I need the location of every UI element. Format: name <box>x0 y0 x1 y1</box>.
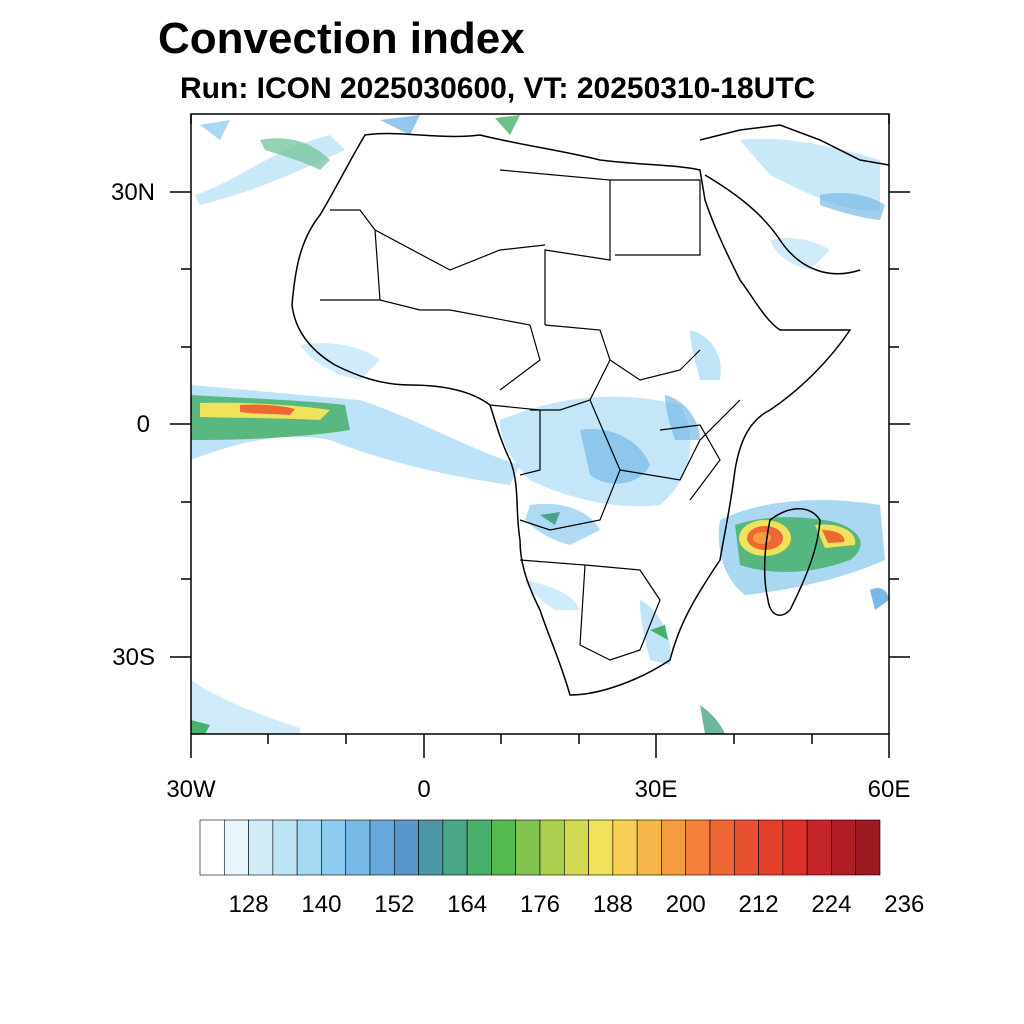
colorbar-swatch <box>345 819 371 876</box>
lon-label-30w: 30W <box>166 776 216 803</box>
colorbar-swatch <box>515 819 541 876</box>
colorbar-swatch <box>685 819 711 876</box>
chart-subtitle: Run: ICON 2025030600, VT: 20250310-18UTC <box>180 72 816 105</box>
convection-field <box>191 115 889 734</box>
colorbar-label: 176 <box>520 891 560 918</box>
colorbar-swatch <box>466 819 492 876</box>
colorbar-swatch <box>442 819 468 876</box>
colorbar-swatch <box>636 819 662 876</box>
colorbar-label: 200 <box>666 891 706 918</box>
colorbar-swatch <box>248 819 274 876</box>
colorbar-label: 164 <box>447 891 487 918</box>
colorbar-swatch <box>539 819 565 876</box>
lon-label-30e: 30E <box>635 776 678 803</box>
colorbar-swatch <box>782 819 808 876</box>
lon-label-0: 0 <box>417 776 430 803</box>
lat-label-30n: 30N <box>111 179 155 206</box>
colorbar-label: 152 <box>374 891 414 918</box>
colorbar-swatch <box>369 819 395 876</box>
colorbar-label: 188 <box>593 891 633 918</box>
lat-label-30s: 30S <box>112 644 155 671</box>
colorbar-label: 128 <box>229 891 269 918</box>
colorbar-swatch <box>393 819 419 876</box>
axis-ticks <box>170 114 910 758</box>
colorbar-swatch <box>806 819 832 876</box>
colorbar-swatch <box>272 819 298 876</box>
colorbar-swatch <box>223 819 249 876</box>
colorbar-swatch <box>733 819 759 876</box>
colorbar-swatch <box>296 819 322 876</box>
colorbar-swatch <box>199 819 225 876</box>
colorbar-swatch <box>831 819 857 876</box>
colorbar <box>199 819 881 876</box>
colorbar-swatch <box>491 819 517 876</box>
colorbar-swatch <box>709 819 735 876</box>
colorbar-label: 236 <box>884 891 924 918</box>
colorbar-swatch <box>588 819 614 876</box>
colorbar-label: 140 <box>301 891 341 918</box>
country-borders <box>320 169 741 661</box>
lat-label-0: 0 <box>137 411 150 438</box>
colorbar-label: 224 <box>811 891 851 918</box>
chart-title: Convection index <box>158 14 525 63</box>
colorbar-swatch <box>563 819 589 876</box>
coastlines <box>291 124 889 696</box>
colorbar-swatch <box>855 819 881 876</box>
colorbar-swatch <box>661 819 687 876</box>
colorbar-label: 212 <box>739 891 779 918</box>
colorbar-swatch <box>321 819 347 876</box>
lon-label-60e: 60E <box>868 776 911 803</box>
colorbar-swatch <box>758 819 784 876</box>
colorbar-swatch <box>612 819 638 876</box>
colorbar-labels: 128 140 152 164 176 188 200 212 224 236 <box>229 891 925 918</box>
colorbar-swatch <box>418 819 444 876</box>
